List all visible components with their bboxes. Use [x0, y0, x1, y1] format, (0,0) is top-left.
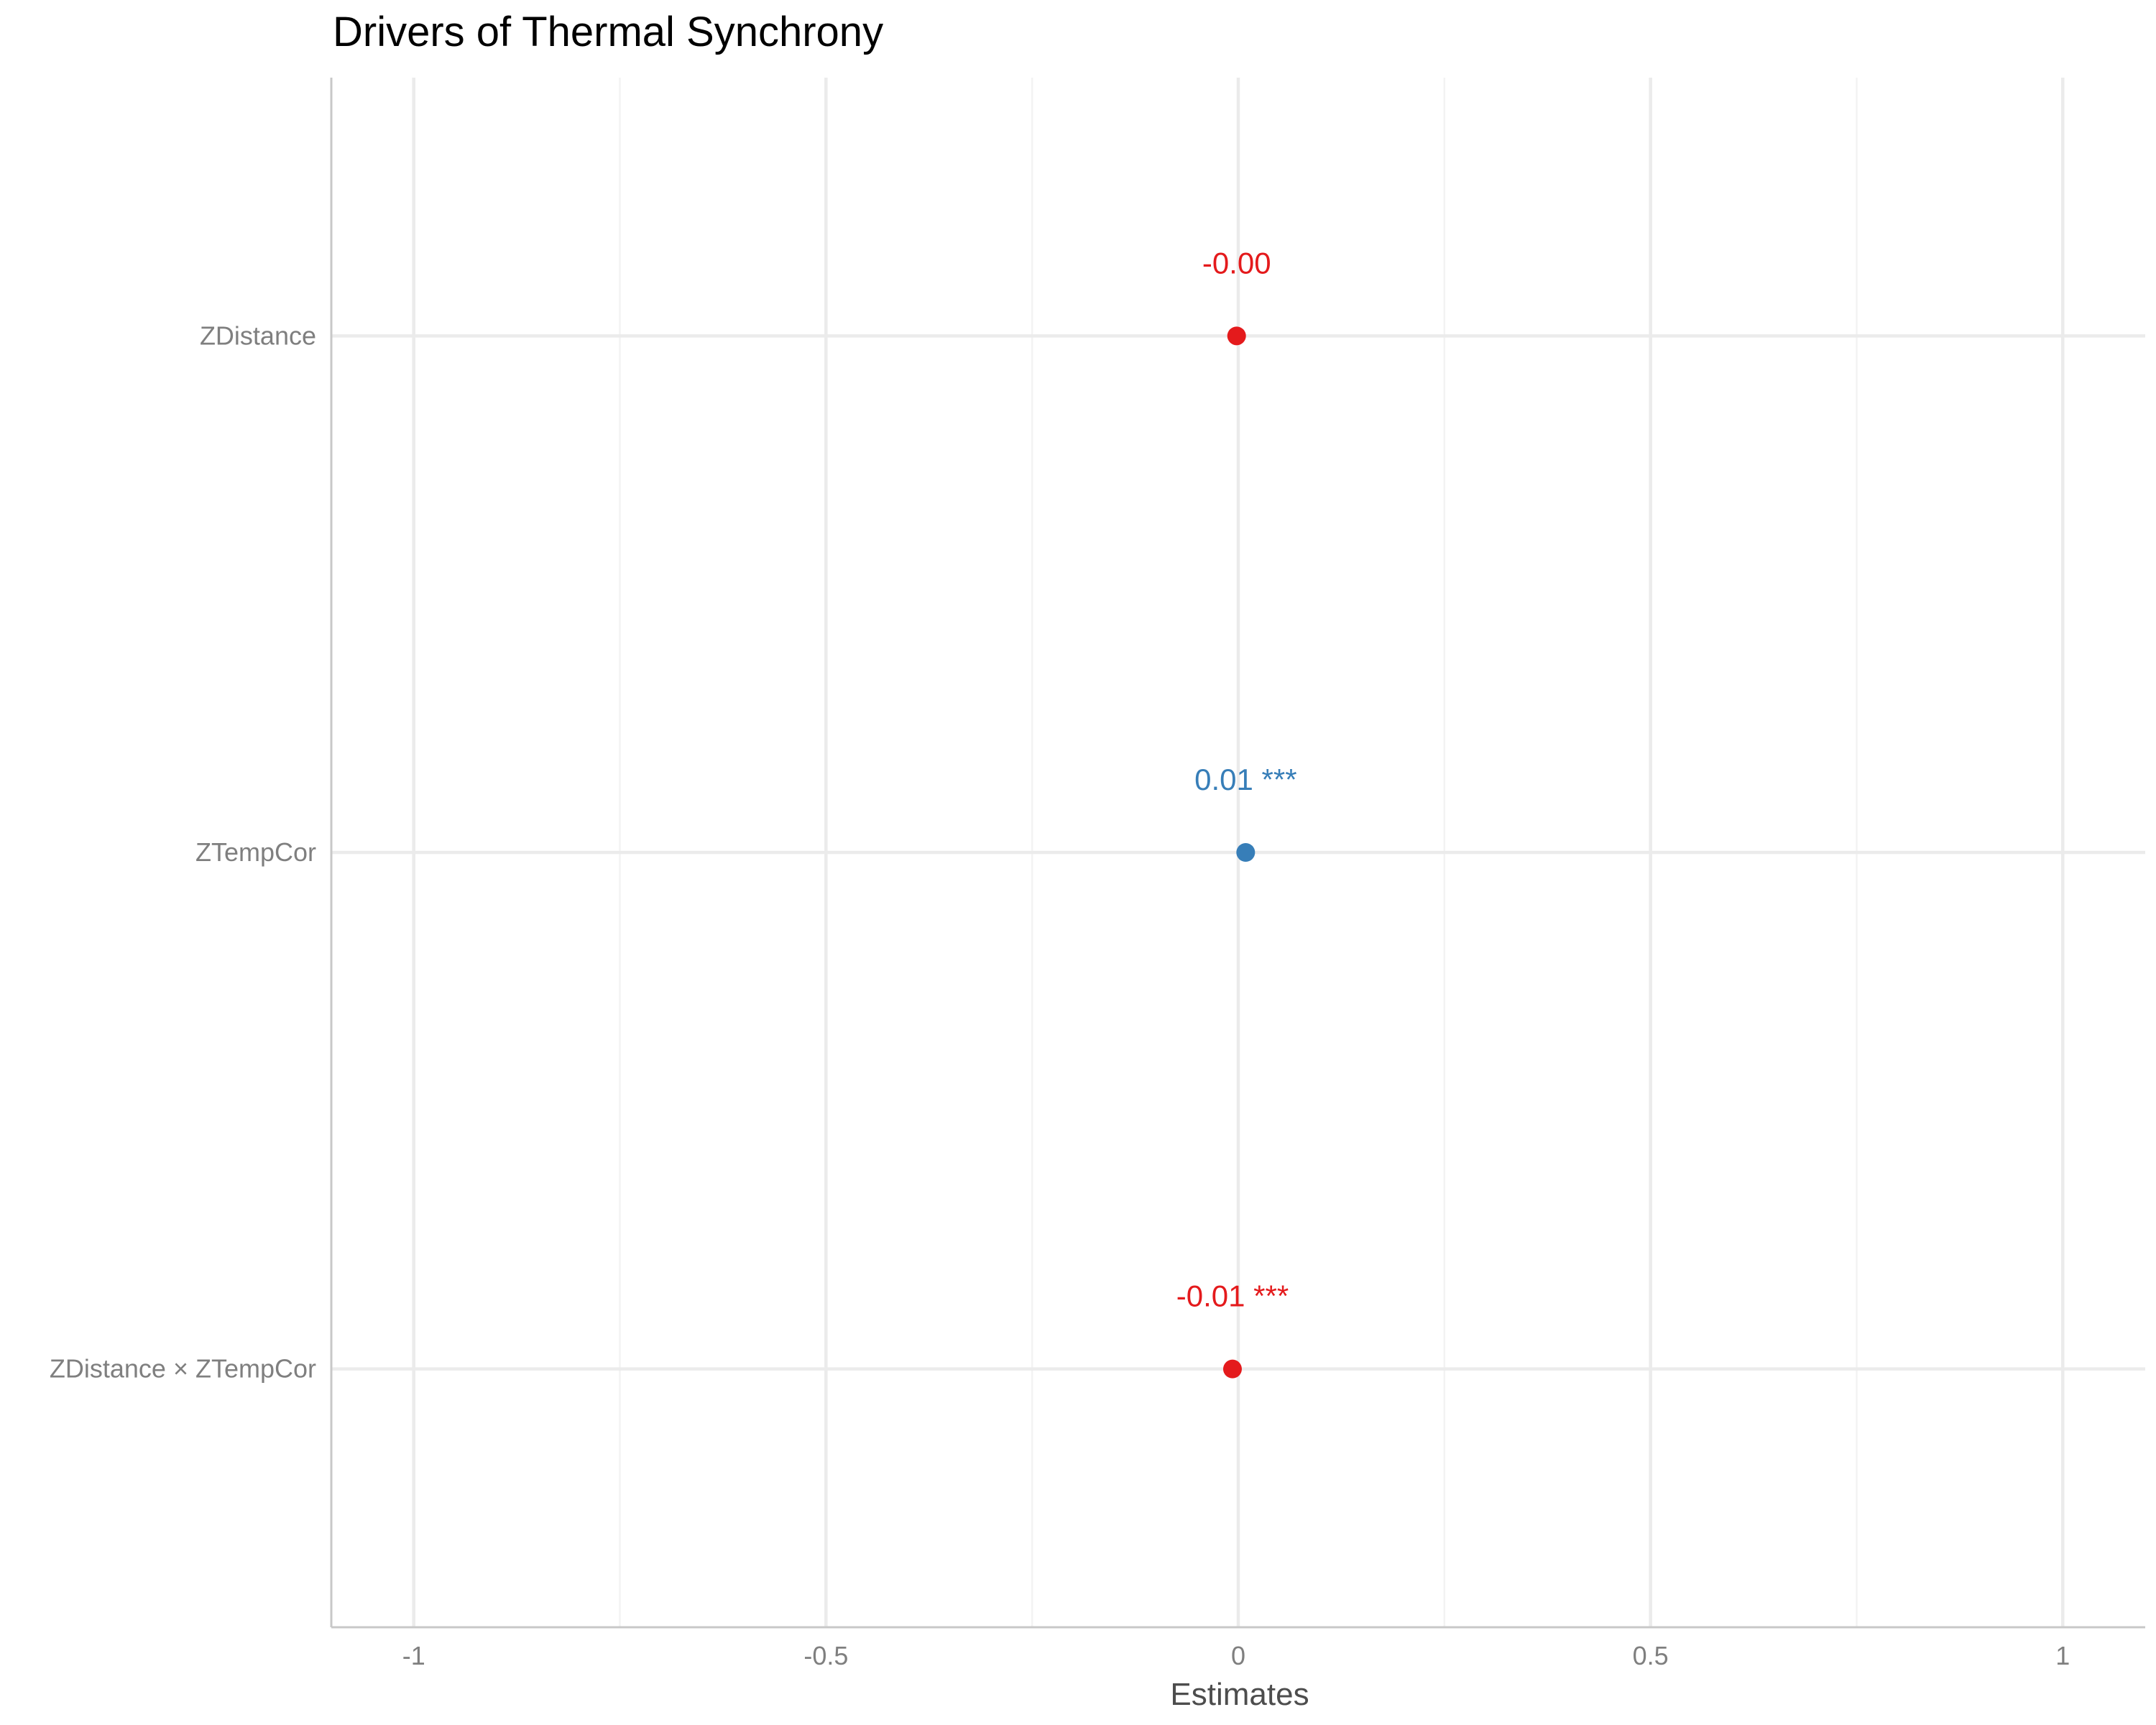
y-tick-label-0: ZDistance: [200, 321, 316, 350]
point-2: [1222, 1359, 1242, 1379]
x-tick-labels: -1 -0.5 0 0.5 1: [402, 1641, 2070, 1670]
x-tick-label-2: 0: [1231, 1641, 1245, 1670]
y-tick-label-1: ZTempCor: [195, 837, 316, 867]
point-label-2: -0.01 ***: [1176, 1279, 1289, 1313]
x-axis-label: Estimates: [1170, 1677, 1309, 1712]
point-0: [1227, 326, 1246, 346]
x-tick-label-4: 1: [2055, 1641, 2070, 1670]
x-tick-label-1: -0.5: [803, 1641, 848, 1670]
point-label-0: -0.00: [1202, 246, 1271, 280]
y-tick-labels: ZDistance ZTempCor ZDistance × ZTempCor: [50, 321, 316, 1383]
data-points: [1222, 326, 1256, 1379]
x-tick-label-0: -1: [402, 1641, 425, 1670]
point-label-1: 0.01 ***: [1194, 763, 1296, 796]
axes: [330, 78, 2145, 1629]
x-tick-label-3: 0.5: [1633, 1641, 1669, 1670]
chart-title: Drivers of Thermal Synchrony: [333, 9, 883, 55]
point-1: [1236, 843, 1256, 862]
y-tick-label-2: ZDistance × ZTempCor: [50, 1354, 316, 1384]
data-labels: -0.00 0.01 *** -0.01 ***: [1176, 246, 1297, 1312]
